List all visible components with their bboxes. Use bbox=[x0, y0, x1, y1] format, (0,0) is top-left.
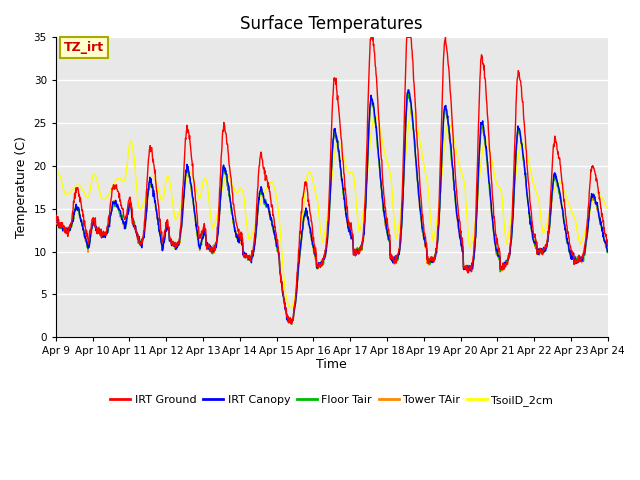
Text: TZ_irt: TZ_irt bbox=[64, 41, 104, 54]
X-axis label: Time: Time bbox=[316, 358, 347, 371]
Y-axis label: Temperature (C): Temperature (C) bbox=[15, 136, 28, 238]
Legend: IRT Ground, IRT Canopy, Floor Tair, Tower TAir, TsoilD_2cm: IRT Ground, IRT Canopy, Floor Tair, Towe… bbox=[106, 391, 557, 411]
Title: Surface Temperatures: Surface Temperatures bbox=[241, 15, 423, 33]
